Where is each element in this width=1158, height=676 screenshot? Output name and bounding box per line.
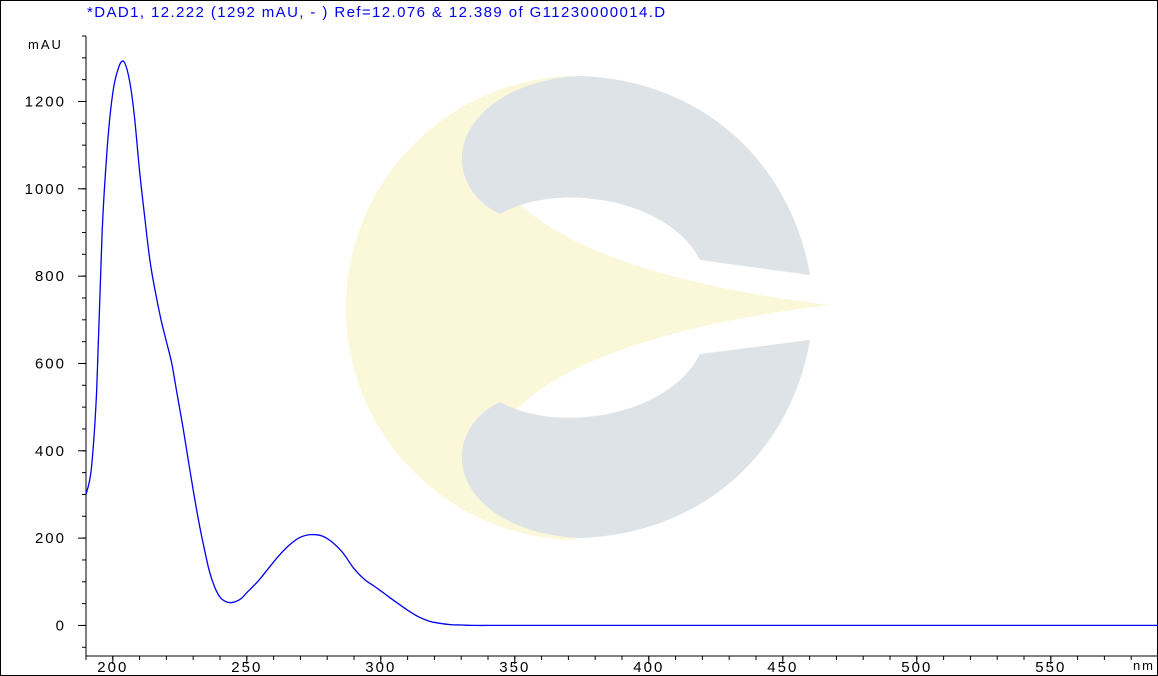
x-tick-label: 500 <box>901 659 932 676</box>
x-tick-label: 300 <box>365 659 396 676</box>
x-tick-label: 450 <box>767 659 798 676</box>
watermark-logo <box>346 76 830 540</box>
logo-gray-arc-top <box>461 76 810 275</box>
axes <box>78 35 1158 664</box>
y-tick-label: 600 <box>35 355 66 372</box>
x-tick-label: 200 <box>97 659 128 676</box>
x-axis-label: nm <box>1133 658 1155 673</box>
x-tick-label: 350 <box>499 659 530 676</box>
x-tick-label: 250 <box>231 659 262 676</box>
y-tick-label: 800 <box>35 268 66 285</box>
plot-area <box>85 60 1158 627</box>
x-tick-label: 400 <box>633 659 664 676</box>
logo-gray-arc-bottom <box>461 340 810 538</box>
y-tick-label: 1000 <box>25 181 66 198</box>
logo-yellow-crescent <box>346 76 830 540</box>
chart-title: *DAD1, 12.222 (1292 mAU, - ) Ref=12.076 … <box>87 4 667 21</box>
y-tick-label: 200 <box>35 530 66 547</box>
x-tick-label: 550 <box>1035 659 1066 676</box>
series-line-0 <box>85 60 1158 627</box>
y-tick-label: 0 <box>56 617 66 634</box>
labels: 0 200 400 600 800 1000 1200 200 250 300 350 400 450 5… <box>25 4 1155 676</box>
y-axis-label: mAU <box>28 37 63 52</box>
y-tick-label: 400 <box>35 443 66 460</box>
y-tick-label: 1200 <box>25 93 66 110</box>
